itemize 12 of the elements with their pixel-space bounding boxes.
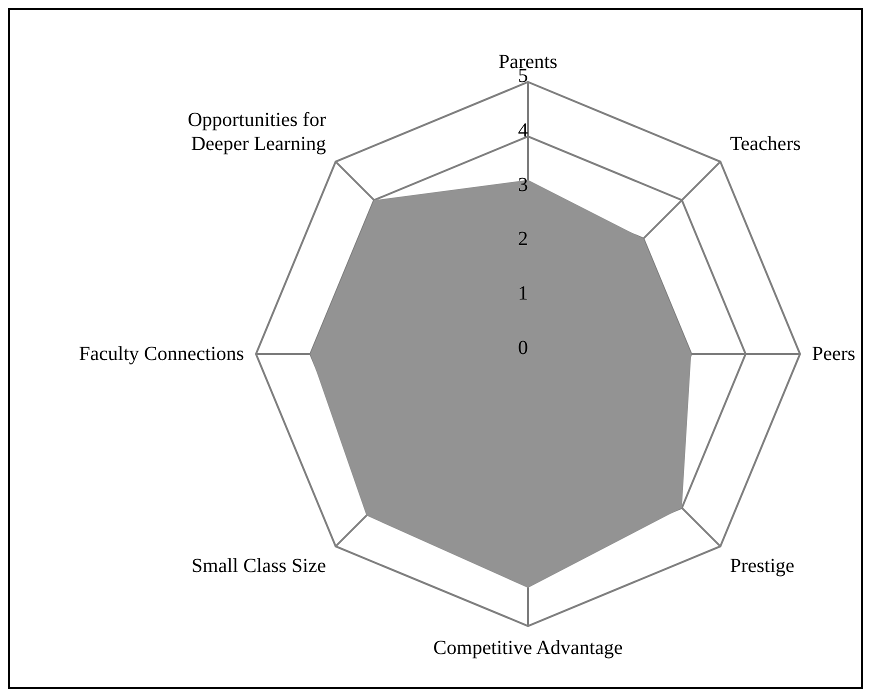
spoke-label: Opportunities for Deeper Learning: [188, 109, 326, 156]
y-tick-label: 1: [518, 282, 528, 305]
spoke-label: Small Class Size: [192, 554, 326, 577]
y-tick-label: 2: [518, 228, 528, 250]
y-tick-label: 0: [518, 337, 528, 359]
spoke-label: Peers: [812, 343, 856, 365]
spoke-label: Competitive Advantage: [433, 637, 623, 659]
spoke-label: Teachers: [730, 133, 801, 156]
y-tick-label: 3: [518, 174, 528, 196]
spoke-label: Prestige: [730, 554, 795, 577]
spoke-label: Faculty Connections: [79, 343, 244, 365]
y-tick-label: 4: [518, 119, 528, 142]
